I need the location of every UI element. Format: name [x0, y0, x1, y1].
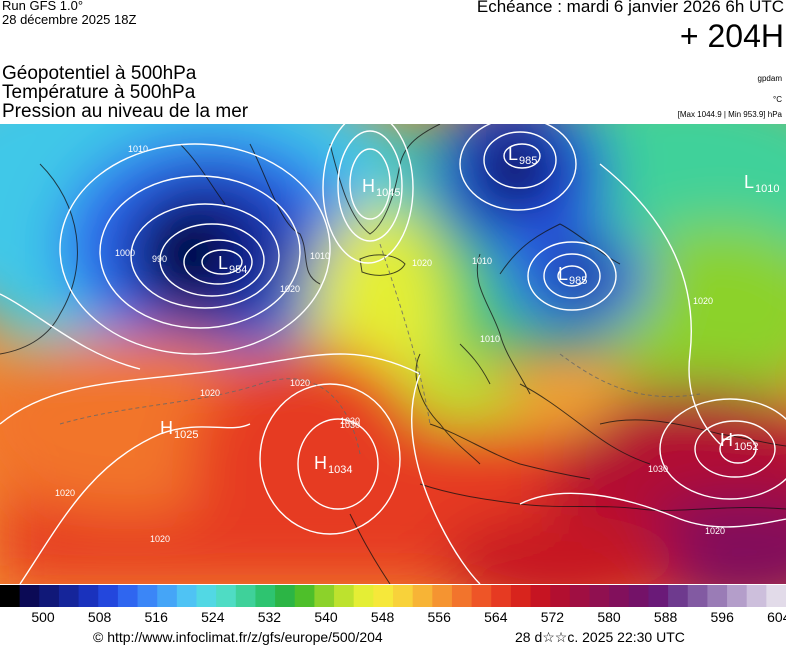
isobar-label: 1020: [412, 258, 432, 268]
colorbar-tick-label: 516: [144, 609, 168, 625]
colorbar-swatch: [648, 585, 669, 607]
colorbar-swatch: [58, 585, 80, 607]
map-title-temperature: Température à 500hPa: [2, 82, 196, 103]
colorbar-swatch: [668, 585, 689, 607]
lead-time: + 204H: [679, 18, 784, 54]
colorbar-swatch: [117, 585, 139, 607]
run-date: 28 décembre 2025 18Z: [2, 12, 137, 27]
colorbar-swatch: [589, 585, 610, 607]
colorbar-swatch: [137, 585, 158, 607]
colorbar-tick-label: 588: [653, 609, 678, 625]
unit-geopotential: gpdam: [757, 74, 782, 83]
colorbar-swatch: [353, 585, 374, 607]
isobar-label: 1030: [340, 416, 360, 426]
colorbar-swatch: [216, 585, 237, 607]
colorbar-tick-label: 524: [201, 609, 225, 625]
colorbar-swatch: [766, 585, 786, 607]
colorbar-swatch: [530, 585, 551, 607]
colorbar-swatch: [569, 585, 591, 607]
colorbar-swatch: [0, 585, 21, 607]
isobar-label: 1020: [280, 284, 300, 294]
colorbar-swatch: [412, 585, 433, 607]
isobar-label: 1020: [290, 378, 310, 388]
colorbar-tick-label: 500: [31, 609, 55, 625]
colorbar-swatch: [687, 585, 708, 607]
colorbar-tick-label: 540: [314, 609, 338, 625]
isobar-label: 1020: [693, 296, 713, 306]
colorbar-tick-label: 580: [597, 609, 621, 625]
isobar-label: 1000: [115, 248, 135, 258]
forecast-valid-time: Echéance : mardi 6 janvier 2026 6h UTC: [476, 0, 784, 16]
colorbar-tick-label: 596: [710, 609, 734, 625]
isobar-label: 1020: [150, 534, 170, 544]
colorbar-swatch: [491, 585, 512, 607]
colorbar-swatch: [176, 585, 198, 607]
color-scale-bar: [0, 585, 786, 607]
isobar-label: 1010: [128, 144, 148, 154]
colorbar-tick-label: 508: [87, 609, 112, 625]
colorbar-swatch: [275, 585, 296, 607]
colorbar-swatch: [334, 585, 355, 607]
isobars: [0, 124, 786, 584]
colorbar-swatch: [707, 585, 728, 607]
isobar-label: 1030: [648, 464, 668, 474]
colorbar-tick-label: 556: [427, 609, 451, 625]
generated-timestamp: 28 d☆☆c. 2025 22:30 UTC: [515, 629, 685, 645]
map-title-pressure: Pression au niveau de la mer: [2, 101, 249, 122]
colorbar-swatch: [235, 585, 257, 607]
isobar-label: 1030: [340, 420, 360, 430]
source-url[interactable]: © http://www.infoclimat.fr/z/gfs/europe/…: [93, 629, 383, 645]
colorbar-swatch: [451, 585, 473, 607]
colorbar-swatch: [373, 585, 394, 607]
colorbar-swatch: [314, 585, 335, 607]
isobar-label: 1010: [310, 251, 330, 261]
colorbar-swatch: [550, 585, 571, 607]
colorbar-tick-label: 572: [540, 609, 565, 625]
colorbar-swatch: [19, 585, 40, 607]
colorbar-tick-label: 532: [257, 609, 282, 625]
colorbar-swatch: [609, 585, 630, 607]
colorbar-swatch: [628, 585, 650, 607]
isobar-label: 1020: [705, 526, 725, 536]
unit-temperature: °C: [773, 95, 782, 104]
map-title-geopotential: Géopotentiel à 500hPa: [2, 63, 197, 84]
run-label: Run GFS 1.0°: [2, 0, 84, 13]
colorbar-swatch: [746, 585, 767, 607]
colorbar-swatch: [393, 585, 414, 607]
colorbar-swatch: [39, 585, 60, 607]
colorbar-swatch: [727, 585, 748, 607]
colorbar-tick-label: 564: [484, 609, 508, 625]
colorbar-swatch: [432, 585, 453, 607]
isobar-label: 1010: [472, 256, 492, 266]
colorbar-tick-label: 604: [767, 609, 786, 625]
colorbar-swatch: [294, 585, 315, 607]
colorbar-swatch: [98, 585, 119, 607]
isobar-label: 1020: [200, 388, 220, 398]
colorbar-swatch: [196, 585, 217, 607]
isobar-label: 1020: [55, 488, 75, 498]
colorbar-tick-label: 548: [370, 609, 395, 625]
colorbar-swatch: [255, 585, 276, 607]
colorbar-swatch: [471, 585, 492, 607]
colorbar-swatch: [510, 585, 532, 607]
pressure-max-min: [Max 1044.9 | Min 953.9] hPa: [677, 110, 782, 119]
isobar-label: 1010: [480, 334, 500, 344]
isobar-label: 990: [152, 254, 167, 264]
colorbar-swatch: [78, 585, 99, 607]
colorbar-swatch: [157, 585, 178, 607]
